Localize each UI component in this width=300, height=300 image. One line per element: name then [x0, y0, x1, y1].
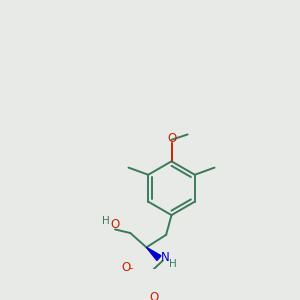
- Text: O: O: [150, 291, 159, 300]
- Text: O: O: [110, 218, 120, 231]
- Polygon shape: [146, 248, 161, 260]
- Text: H: H: [169, 260, 176, 269]
- Text: N: N: [161, 251, 170, 264]
- Text: O: O: [121, 262, 130, 275]
- Text: O: O: [168, 132, 177, 146]
- Text: H: H: [102, 216, 110, 226]
